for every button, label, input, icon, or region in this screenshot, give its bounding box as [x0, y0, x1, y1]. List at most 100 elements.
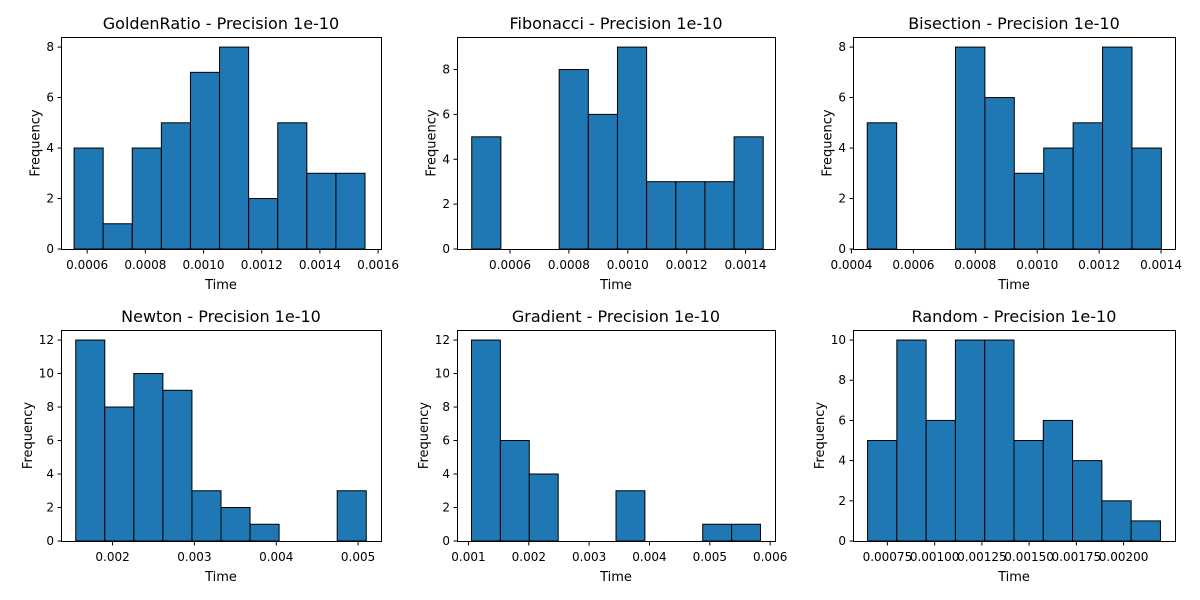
histogram-bar [1043, 147, 1074, 250]
histogram-bar [984, 339, 1015, 542]
x-tick-label: 0.0012 [666, 258, 708, 272]
y-tick-label: 2 [46, 192, 54, 206]
histogram-bar [733, 136, 764, 250]
x-axis-label: Time [997, 278, 1030, 293]
y-tick-label: 8 [46, 400, 54, 414]
y-tick-label: 4 [442, 467, 450, 481]
y-tick-label: 10 [39, 367, 54, 381]
x-tick-label: 0.00200 [1099, 550, 1149, 564]
y-tick-label: 2 [838, 494, 846, 508]
y-axis-label: Frequency [821, 109, 836, 176]
histogram-panel: 0.001 0.002 0.003 0.004 0.005 0.006 0 2 4 6 8 10 12 G… [417, 307, 787, 585]
histogram-panel: 0.0006 0.0008 0.0010 0.0012 0.0014 0.0016 0 2 4 6… [29, 14, 400, 293]
histogram-bar [702, 523, 733, 542]
x-tick-label: 0.0014 [1140, 258, 1182, 272]
y-tick-label: 8 [442, 63, 450, 77]
y-tick-label: 2 [442, 197, 450, 211]
histogram-bar [1072, 122, 1104, 250]
x-tick-label: 0.0006 [892, 258, 934, 272]
y-axis-label: Frequency [813, 402, 828, 469]
x-tick-label: 0.0008 [954, 258, 996, 272]
y-tick-label: 0 [46, 242, 54, 256]
histogram-bar [75, 339, 106, 542]
x-tick-label: 0.00150 [1004, 550, 1054, 564]
histogram-bar [528, 473, 559, 542]
chart-title: GoldenRatio - Precision 1e-10 [103, 14, 339, 33]
y-tick-label: 6 [838, 413, 846, 427]
x-tick-label: 0.0012 [241, 258, 283, 272]
histogram-bar [306, 172, 337, 250]
histogram-bar [615, 490, 646, 542]
histogram-bar [219, 46, 250, 250]
y-tick-label: 6 [46, 434, 54, 448]
x-tick-label: 0.002 [512, 550, 546, 564]
plot-frame [61, 330, 382, 542]
y-tick-label: 0 [442, 534, 450, 548]
x-axis-label: Time [204, 570, 237, 585]
y-tick-label: 4 [442, 152, 450, 166]
x-tick-label: 0.005 [341, 550, 375, 564]
x-tick-label: 0.0010 [607, 258, 649, 272]
plot-frame [61, 37, 382, 250]
histogram-bar [675, 181, 706, 250]
x-tick-label: 0.004 [259, 550, 293, 564]
histogram-bar [587, 113, 618, 250]
y-tick-label: 8 [442, 400, 450, 414]
histogram-bar [131, 147, 162, 250]
x-tick-label: 0.0016 [357, 258, 399, 272]
histogram-bar [133, 373, 164, 542]
histogram-bar [1101, 500, 1132, 542]
y-tick-label: 8 [838, 373, 846, 387]
histogram-bar [249, 523, 280, 542]
chart-title: Bisection - Precision 1e-10 [908, 14, 1120, 33]
x-tick-label: 0.0004 [830, 258, 872, 272]
histogram-bar [616, 46, 648, 250]
y-tick-label: 4 [46, 467, 54, 481]
x-tick-label: 0.003 [572, 550, 606, 564]
x-axis-label: Time [204, 278, 237, 293]
y-axis-label: Frequency [425, 109, 440, 176]
histogram-bar [925, 419, 956, 542]
plot-frame [853, 330, 1176, 542]
y-tick-label: 0 [838, 242, 846, 256]
y-tick-label: 8 [46, 40, 54, 54]
histogram-bar [191, 490, 222, 542]
histogram-bar [731, 523, 762, 542]
histogram-bar [1072, 460, 1103, 542]
x-tick-label: 0.0008 [124, 258, 166, 272]
chart-title: Fibonacci - Precision 1e-10 [510, 14, 723, 33]
x-tick-label: 0.001 [451, 550, 485, 564]
x-tick-label: 0.0014 [299, 258, 341, 272]
histogram-bar [336, 490, 367, 542]
x-tick-label: 0.0006 [66, 258, 108, 272]
x-tick-label: 0.0008 [548, 258, 590, 272]
histogram-bar [1102, 46, 1133, 250]
y-tick-label: 4 [838, 141, 846, 155]
histogram-bar [954, 339, 986, 542]
y-tick-label: 10 [831, 333, 846, 347]
x-tick-label: 0.00125 [957, 550, 1007, 564]
histogram-bar [162, 389, 193, 542]
x-tick-label: 0.00075 [863, 550, 913, 564]
x-tick-label: 0.00100 [910, 550, 960, 564]
x-tick-label: 0.0010 [183, 258, 225, 272]
x-tick-label: 0.002 [95, 550, 129, 564]
histogram-bar [471, 136, 502, 250]
y-tick-label: 6 [442, 434, 450, 448]
histogram-bar [1042, 419, 1074, 542]
histogram-bar [646, 181, 677, 250]
histogram-bar [704, 181, 735, 250]
y-tick-label: 0 [442, 242, 450, 256]
histogram-bar [104, 406, 135, 542]
x-tick-label: 0.0010 [1016, 258, 1058, 272]
y-tick-label: 4 [838, 454, 846, 468]
histogram-panel: 0.000750.001000.001250.001500.001750.002… [813, 307, 1176, 585]
histogram-panel: 0.002 0.003 0.004 0.005 0 2 4 6 8 10 12 Newton - Pr… [21, 307, 382, 585]
histogram-bar [1130, 520, 1161, 542]
y-axis-label: Frequency [417, 402, 432, 469]
y-tick-label: 6 [838, 91, 846, 105]
histogram-bar [1131, 147, 1162, 250]
histogram-bar [160, 122, 191, 250]
y-tick-label: 0 [838, 534, 846, 548]
